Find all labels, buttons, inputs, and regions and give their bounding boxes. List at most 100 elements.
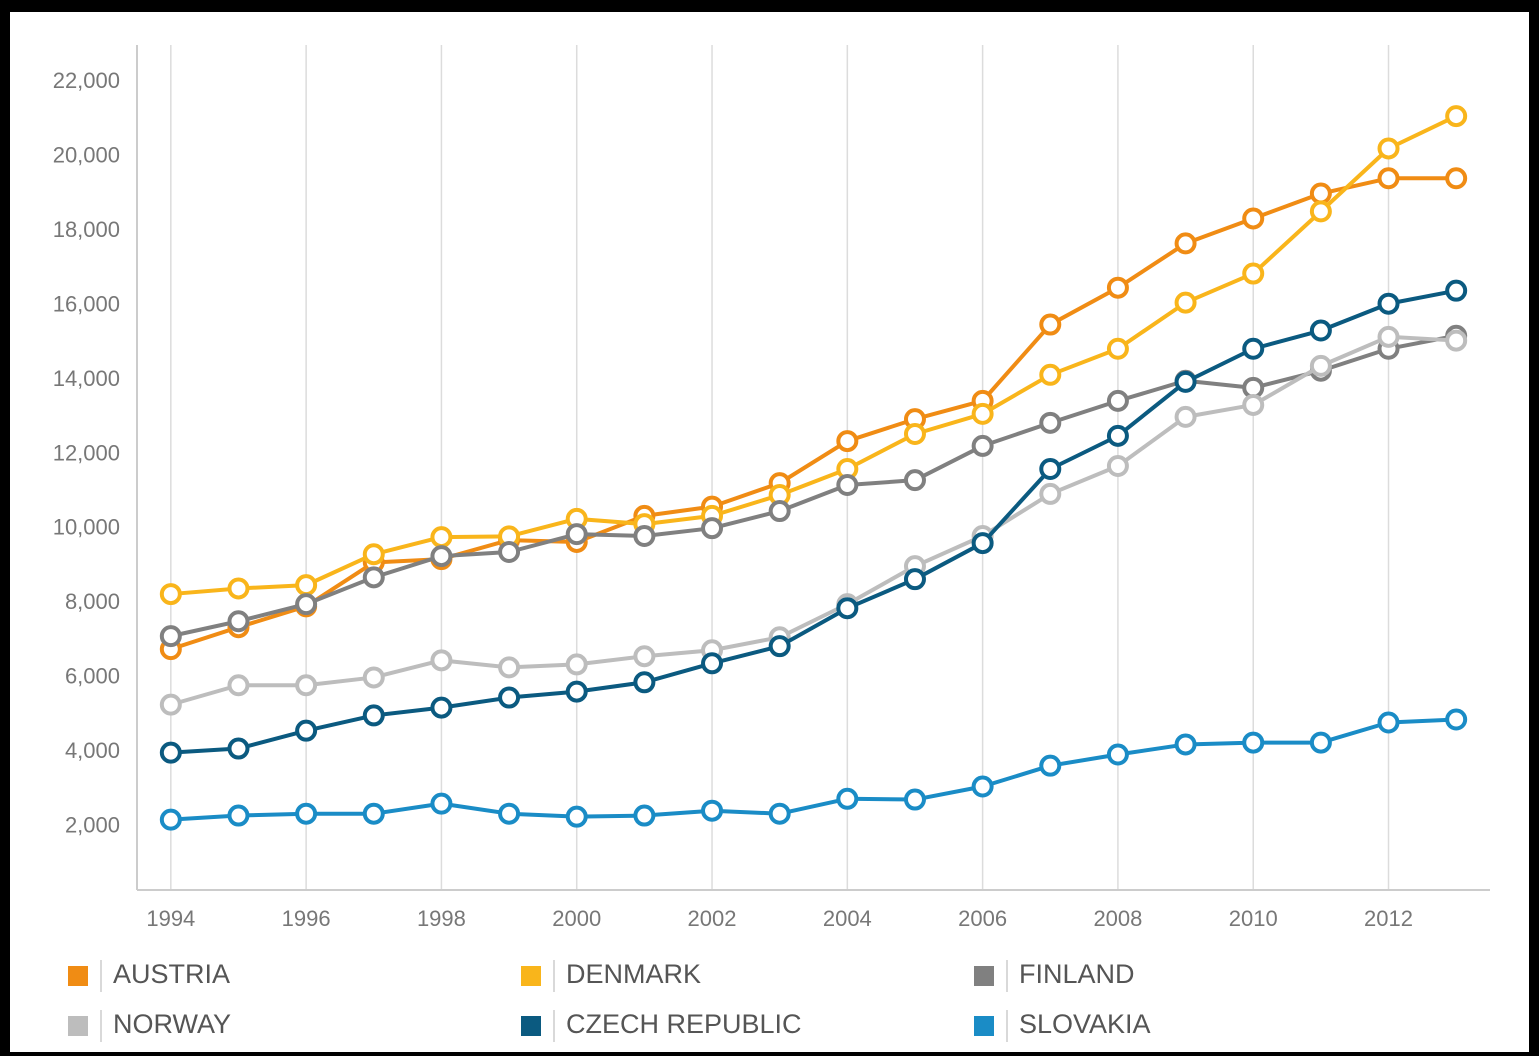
data-point xyxy=(1377,167,1400,190)
data-point xyxy=(836,597,859,620)
data-point xyxy=(362,704,385,727)
x-tick-label: 2000 xyxy=(552,906,601,931)
data-point xyxy=(565,680,588,703)
data-point xyxy=(1309,200,1332,223)
data-point xyxy=(159,741,182,764)
series-line xyxy=(170,333,1457,639)
x-tick-label: 2002 xyxy=(688,906,737,931)
y-tick-label: 16,000 xyxy=(53,291,120,316)
data-point xyxy=(1377,292,1400,315)
data-point xyxy=(1377,711,1400,734)
data-point xyxy=(227,577,250,600)
data-point xyxy=(362,566,385,589)
data-point xyxy=(971,402,994,425)
data-point xyxy=(1039,411,1062,434)
data-point xyxy=(971,532,994,555)
series-line xyxy=(170,717,1457,822)
data-point xyxy=(295,574,318,597)
x-tick-label: 2010 xyxy=(1229,906,1278,931)
data-point xyxy=(565,653,588,676)
data-point xyxy=(1174,370,1197,393)
legend-swatch xyxy=(974,1016,994,1036)
y-tick-label: 6,000 xyxy=(65,664,120,689)
data-point xyxy=(565,523,588,546)
data-point xyxy=(768,802,791,825)
legend-label: NORWAY xyxy=(113,1009,231,1039)
data-point xyxy=(1445,105,1468,128)
data-point xyxy=(1039,363,1062,386)
data-point xyxy=(1309,319,1332,342)
data-point xyxy=(971,434,994,457)
data-point xyxy=(1377,325,1400,348)
data-point xyxy=(362,802,385,825)
data-point xyxy=(903,422,926,445)
data-point xyxy=(1309,182,1332,205)
legend-swatch xyxy=(521,1016,541,1036)
data-point xyxy=(1242,337,1265,360)
data-point xyxy=(903,568,926,591)
data-point xyxy=(430,649,453,672)
data-point xyxy=(971,775,994,798)
x-tick-label: 2006 xyxy=(958,906,1007,931)
data-point xyxy=(295,674,318,697)
data-point xyxy=(159,625,182,648)
legend-swatch xyxy=(68,1016,88,1036)
legend-label: DENMARK xyxy=(566,959,701,989)
data-point xyxy=(1039,754,1062,777)
data-point xyxy=(227,610,250,633)
data-point xyxy=(430,696,453,719)
data-point xyxy=(701,799,724,822)
data-point xyxy=(1309,731,1332,754)
data-point xyxy=(903,469,926,492)
series-line xyxy=(170,288,1457,755)
data-point xyxy=(159,693,182,716)
data-point xyxy=(565,805,588,828)
data-point xyxy=(1106,743,1129,766)
data-point xyxy=(1445,167,1468,190)
data-point xyxy=(836,473,859,496)
data-point xyxy=(227,674,250,697)
data-point xyxy=(903,788,926,811)
data-point xyxy=(768,635,791,658)
legend-swatch xyxy=(68,966,88,986)
x-tick-label: 1998 xyxy=(417,906,466,931)
series-line xyxy=(170,176,1457,652)
data-point xyxy=(1174,291,1197,314)
data-point xyxy=(430,792,453,815)
legend-swatch xyxy=(974,966,994,986)
legend-label: CZECH REPUBLIC xyxy=(566,1009,802,1039)
data-point xyxy=(1174,232,1197,255)
data-point xyxy=(295,593,318,616)
x-tick-label: 2012 xyxy=(1364,906,1413,931)
y-tick-label: 2,000 xyxy=(65,813,120,838)
x-tick-label: 2004 xyxy=(823,906,872,931)
data-point xyxy=(159,583,182,606)
data-point xyxy=(1445,279,1468,302)
y-tick-label: 14,000 xyxy=(53,366,120,391)
data-point xyxy=(498,656,521,679)
data-point xyxy=(498,802,521,825)
data-point xyxy=(498,541,521,563)
data-point xyxy=(633,645,656,668)
data-point xyxy=(430,545,453,568)
data-point xyxy=(498,686,521,709)
data-point xyxy=(227,737,250,760)
y-tick-label: 8,000 xyxy=(65,589,120,614)
data-point xyxy=(1309,354,1332,377)
data-point xyxy=(1242,731,1265,754)
data-point xyxy=(1242,262,1265,285)
data-point xyxy=(227,804,250,827)
y-tick-label: 12,000 xyxy=(53,440,120,465)
data-point xyxy=(701,517,724,540)
data-point xyxy=(1242,393,1265,416)
data-point xyxy=(1174,405,1197,428)
y-tick-label: 10,000 xyxy=(53,515,120,540)
data-point xyxy=(1242,207,1265,230)
y-tick-label: 4,000 xyxy=(65,738,120,763)
data-point xyxy=(295,719,318,742)
data-point xyxy=(633,524,656,547)
data-point xyxy=(1106,389,1129,412)
data-point xyxy=(1377,137,1400,160)
legend-label: FINLAND xyxy=(1019,959,1135,989)
